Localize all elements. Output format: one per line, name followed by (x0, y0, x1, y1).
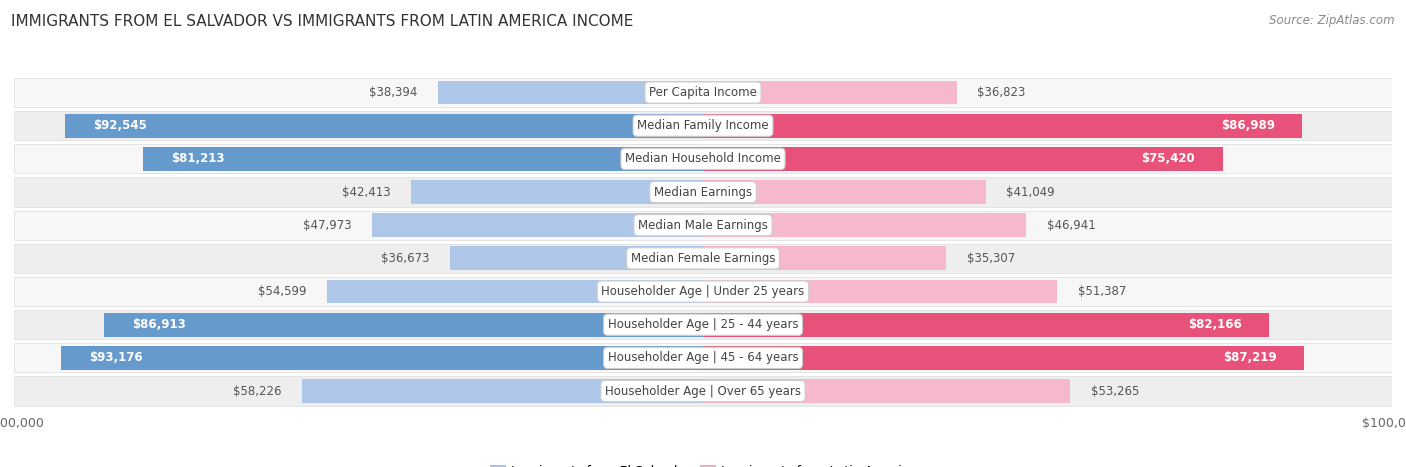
FancyBboxPatch shape (703, 180, 986, 204)
Text: Householder Age | 25 - 44 years: Householder Age | 25 - 44 years (607, 318, 799, 331)
FancyBboxPatch shape (703, 147, 1223, 171)
FancyBboxPatch shape (14, 78, 1392, 107)
FancyBboxPatch shape (14, 244, 1392, 273)
Text: $46,941: $46,941 (1047, 219, 1095, 232)
Text: Median Family Income: Median Family Income (637, 119, 769, 132)
Text: $51,387: $51,387 (1077, 285, 1126, 298)
FancyBboxPatch shape (66, 114, 703, 138)
Text: $36,673: $36,673 (381, 252, 430, 265)
Text: $92,545: $92,545 (93, 119, 146, 132)
FancyBboxPatch shape (60, 346, 703, 370)
FancyBboxPatch shape (703, 313, 1270, 337)
Text: $86,989: $86,989 (1220, 119, 1275, 132)
Text: $81,213: $81,213 (172, 152, 225, 165)
FancyBboxPatch shape (14, 343, 1392, 373)
Text: Median Household Income: Median Household Income (626, 152, 780, 165)
FancyBboxPatch shape (14, 310, 1392, 340)
FancyBboxPatch shape (14, 111, 1392, 140)
FancyBboxPatch shape (439, 81, 703, 105)
FancyBboxPatch shape (703, 280, 1057, 304)
Text: $87,219: $87,219 (1223, 351, 1277, 364)
Text: Householder Age | Over 65 years: Householder Age | Over 65 years (605, 384, 801, 397)
FancyBboxPatch shape (703, 114, 1302, 138)
Text: $38,394: $38,394 (370, 86, 418, 99)
Text: IMMIGRANTS FROM EL SALVADOR VS IMMIGRANTS FROM LATIN AMERICA INCOME: IMMIGRANTS FROM EL SALVADOR VS IMMIGRANT… (11, 14, 634, 29)
FancyBboxPatch shape (703, 247, 946, 270)
FancyBboxPatch shape (14, 277, 1392, 306)
Text: Median Earnings: Median Earnings (654, 185, 752, 198)
Legend: Immigrants from El Salvador, Immigrants from Latin America: Immigrants from El Salvador, Immigrants … (485, 460, 921, 467)
Text: Median Male Earnings: Median Male Earnings (638, 219, 768, 232)
Text: $58,226: $58,226 (232, 384, 281, 397)
FancyBboxPatch shape (703, 379, 1070, 403)
FancyBboxPatch shape (302, 379, 703, 403)
Text: $75,420: $75,420 (1142, 152, 1195, 165)
FancyBboxPatch shape (703, 81, 956, 105)
Text: $41,049: $41,049 (1007, 185, 1054, 198)
Text: $54,599: $54,599 (257, 285, 307, 298)
Text: Median Female Earnings: Median Female Earnings (631, 252, 775, 265)
FancyBboxPatch shape (411, 180, 703, 204)
Text: Householder Age | Under 25 years: Householder Age | Under 25 years (602, 285, 804, 298)
FancyBboxPatch shape (373, 213, 703, 237)
FancyBboxPatch shape (14, 144, 1392, 173)
Text: Householder Age | 45 - 64 years: Householder Age | 45 - 64 years (607, 351, 799, 364)
Text: $47,973: $47,973 (304, 219, 352, 232)
FancyBboxPatch shape (104, 313, 703, 337)
Text: $82,166: $82,166 (1188, 318, 1241, 331)
Text: $36,823: $36,823 (977, 86, 1026, 99)
Text: $53,265: $53,265 (1091, 384, 1139, 397)
Text: Source: ZipAtlas.com: Source: ZipAtlas.com (1270, 14, 1395, 27)
Text: $35,307: $35,307 (967, 252, 1015, 265)
FancyBboxPatch shape (14, 376, 1392, 406)
Text: $42,413: $42,413 (342, 185, 389, 198)
FancyBboxPatch shape (703, 213, 1026, 237)
FancyBboxPatch shape (703, 346, 1303, 370)
Text: $86,913: $86,913 (132, 318, 186, 331)
FancyBboxPatch shape (143, 147, 703, 171)
FancyBboxPatch shape (14, 211, 1392, 240)
Text: $93,176: $93,176 (89, 351, 142, 364)
FancyBboxPatch shape (14, 177, 1392, 206)
Text: Per Capita Income: Per Capita Income (650, 86, 756, 99)
FancyBboxPatch shape (450, 247, 703, 270)
FancyBboxPatch shape (326, 280, 703, 304)
